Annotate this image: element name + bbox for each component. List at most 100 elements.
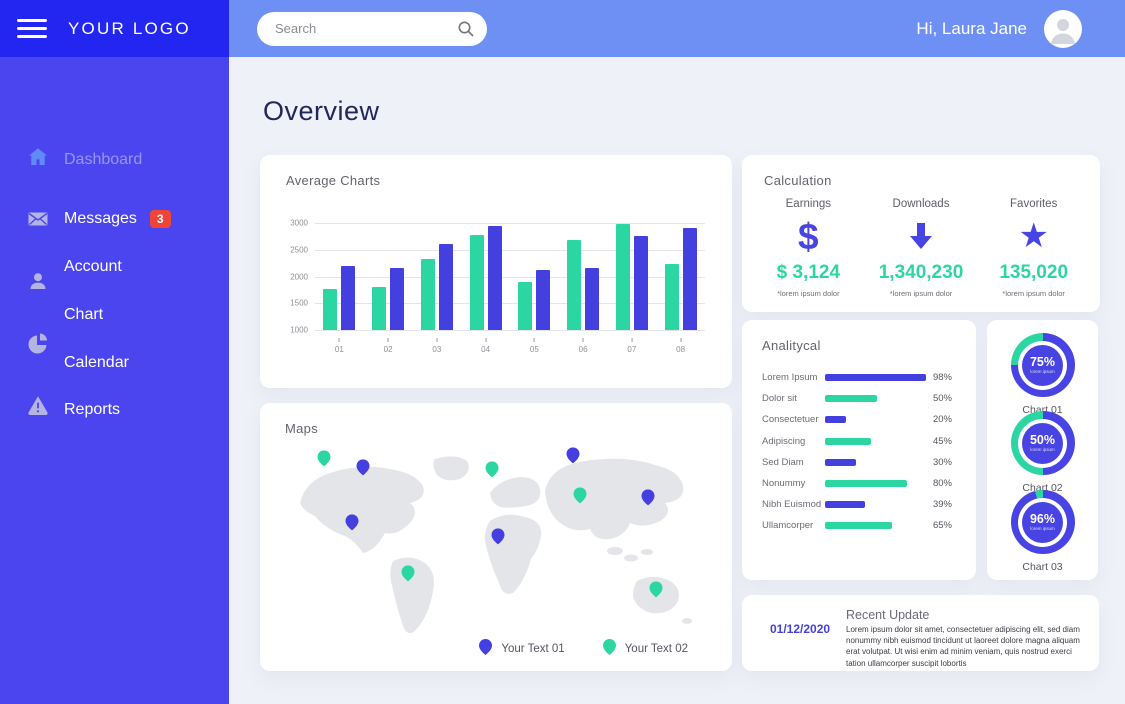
analytical-value: 98% <box>932 372 952 384</box>
pie-chart-icon[interactable] <box>26 331 50 355</box>
donut-value: 50% <box>1029 432 1056 447</box>
user-avatar-icon[interactable] <box>1044 9 1082 48</box>
sidebar-item-label: Messages <box>64 210 137 227</box>
x-tick: 04 <box>481 338 490 354</box>
analytical-row: Consectetuer 20% <box>762 409 952 430</box>
stat-label: Favorites <box>1010 198 1058 210</box>
bar-series-blue <box>536 269 551 330</box>
map-legend: Your Text 01 Your Text 02 <box>479 639 688 658</box>
mail-icon[interactable] <box>26 207 50 231</box>
bar-series-green <box>664 264 679 330</box>
donut-sub-label: lorem ipsum <box>1030 369 1055 375</box>
stat-note: *lorem ipsum dolor <box>1002 289 1065 298</box>
bar-series-blue <box>438 243 453 330</box>
x-tick: 06 <box>579 338 588 354</box>
map-pin <box>649 581 663 598</box>
calculation-card: Calculation Earnings $ $ 3,124 *lorem ipsum… <box>742 155 1100 312</box>
average-charts-card: Average Charts 1000 1500 2000 2500 3000 01 02 0… <box>260 155 732 388</box>
x-tick-label: 06 <box>578 345 588 354</box>
x-tick: 01 <box>335 338 344 354</box>
user-icon[interactable] <box>26 269 50 293</box>
card-title: Calculation <box>764 173 832 188</box>
alert-icon[interactable] <box>26 393 50 417</box>
y-tick-label: 1500 <box>290 298 308 308</box>
x-tick-mark <box>533 338 535 342</box>
donut-chart-01: 75% lorem ipsum Chart 01 <box>987 333 1098 416</box>
sidebar-item-calendar[interactable]: Calendar <box>64 352 129 374</box>
download-arrow-icon <box>908 214 934 258</box>
donut-ring: 50% lorem ipsum <box>1010 411 1075 475</box>
stat-value: 1,340,230 <box>878 262 964 283</box>
hamburger-icon[interactable] <box>17 19 47 38</box>
x-tick: 08 <box>676 338 685 354</box>
map-pin <box>317 450 331 467</box>
map-pin <box>566 447 580 464</box>
sidebar-item-messages[interactable]: Messages 3 <box>64 208 171 230</box>
sidebar-item-account[interactable]: Account <box>64 256 122 278</box>
analytical-row: Nonummy 80% <box>762 473 952 494</box>
analytical-row: Lorem Ipsum 98% <box>762 367 952 388</box>
y-tick-label: 2500 <box>290 245 308 255</box>
x-tick-mark <box>338 338 340 342</box>
legend-label: Your Text 01 <box>501 642 565 655</box>
analytical-bar <box>825 437 872 445</box>
map-pin <box>345 514 359 531</box>
home-icon[interactable] <box>26 145 50 169</box>
legend-item: Your Text 02 <box>602 639 688 658</box>
stat-downloads: Downloads 1,340,230 *lorem ipsum dolor <box>865 198 978 298</box>
x-tick-label: 01 <box>334 345 344 354</box>
x-tick-label: 07 <box>627 345 637 354</box>
analytical-label: Adipiscing <box>762 435 806 447</box>
analytical-bar <box>825 416 846 424</box>
donut-core: 50% lorem ipsum <box>1022 422 1063 464</box>
magnifier-icon[interactable] <box>457 20 475 38</box>
analytical-value: 45% <box>932 435 952 447</box>
dollar-glyph: $ <box>798 215 819 257</box>
sidebar-item-label: Calendar <box>64 354 129 371</box>
map-pin <box>573 487 587 504</box>
analytical-row: Nibh Euismod 39% <box>762 494 952 515</box>
bar-group <box>469 225 502 330</box>
bar-series-green <box>615 223 630 330</box>
analytical-track <box>825 522 928 530</box>
gridline <box>315 249 705 251</box>
analytical-track <box>825 437 928 445</box>
analytical-track <box>825 416 928 424</box>
sidebar-item-reports[interactable]: Reports <box>64 399 120 421</box>
sidebar-item-dashboard[interactable]: Dashboard <box>64 149 142 171</box>
card-title: Average Charts <box>286 173 381 188</box>
analytical-bar <box>825 501 866 509</box>
card-title: Maps <box>285 421 318 436</box>
analytical-label: Nibh Euismod <box>762 499 822 511</box>
analytical-bars: Lorem Ipsum 98% Dolor sit 50% Consectetuer 20… <box>762 367 952 537</box>
analytical-value: 20% <box>932 414 952 426</box>
y-tick-label: 3000 <box>290 218 308 228</box>
stat-favorites: Favorites ★ 135,020 *lorem ipsum dolor <box>977 198 1090 298</box>
legend-item: Your Text 01 <box>479 639 565 658</box>
sidebar: YOUR LOGO Dashboard Messages 3 Account Chart… <box>0 0 229 704</box>
donut-sub-label: lorem ipsum <box>1030 447 1055 453</box>
x-tick-label: 04 <box>481 345 491 354</box>
analytical-value: 39% <box>932 499 952 511</box>
donut-charts-card: 75% lorem ipsum Chart 01 50% lorem ipsum Char… <box>987 320 1098 580</box>
bar-series-green <box>567 240 582 330</box>
bar-group <box>420 243 453 330</box>
analytical-bar <box>825 522 892 530</box>
analytical-value: 65% <box>932 520 952 532</box>
sidebar-item-chart[interactable]: Chart <box>64 304 103 326</box>
bar-group <box>664 228 697 330</box>
analytical-track <box>825 458 928 466</box>
map-pin <box>401 565 415 582</box>
donut-core: 96% lorem ipsum <box>1022 501 1063 543</box>
map-pin <box>485 461 499 478</box>
search-input[interactable] <box>275 21 457 36</box>
map-pin <box>641 489 655 506</box>
bar-series-blue <box>633 236 648 330</box>
bar-series-blue <box>487 225 502 330</box>
sidebar-item-label: Chart <box>64 306 104 323</box>
donut-ring: 96% lorem ipsum <box>1010 490 1075 554</box>
donut-value: 75% <box>1029 354 1056 369</box>
x-tick-mark <box>631 338 633 342</box>
stat-note: *lorem ipsum dolor <box>889 289 953 298</box>
update-body: Lorem ipsum dolor sit amet, consectetuer… <box>846 625 1080 668</box>
